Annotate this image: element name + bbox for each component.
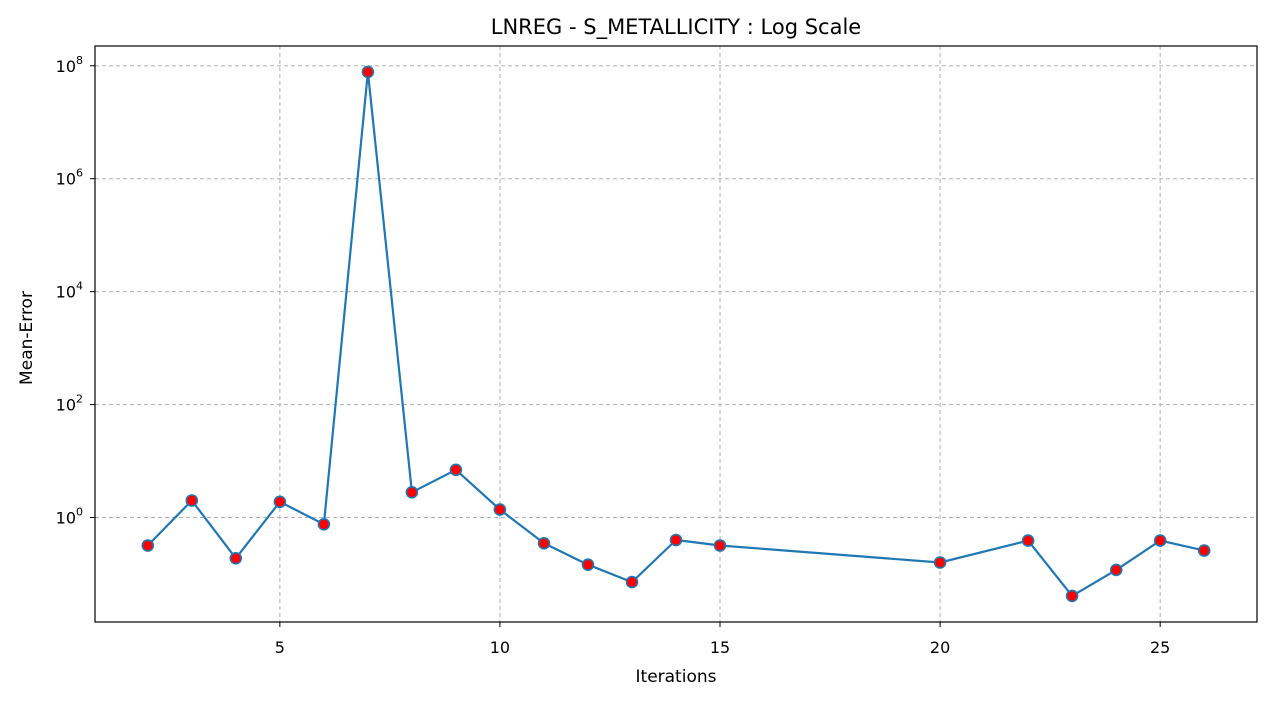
data-point — [405, 485, 419, 499]
data-point — [537, 536, 551, 550]
x-axis-title: Iterations — [636, 667, 717, 687]
data-point — [625, 575, 639, 589]
data-point — [669, 533, 683, 547]
data-point — [317, 517, 331, 531]
data-point — [185, 494, 199, 507]
y-tick-label: 100 — [56, 506, 83, 528]
data-point — [1065, 589, 1079, 603]
data-point — [1153, 534, 1167, 547]
data-point — [1197, 544, 1211, 557]
data-point — [1109, 563, 1123, 577]
chart-title: LNREG - S_METALLICITY : Log Scale — [491, 15, 861, 40]
x-tick-label: 10 — [490, 638, 510, 657]
data-point — [581, 558, 595, 572]
y-tick-label: 108 — [56, 54, 83, 76]
data-point — [449, 463, 463, 477]
series-line — [147, 70, 1205, 598]
data-point — [229, 551, 243, 565]
x-axis-ticks: 5 10 15 20 25 — [275, 622, 1170, 657]
data-point — [273, 495, 287, 509]
data-point — [141, 539, 155, 552]
data-point — [493, 503, 507, 516]
y-axis-title: Mean-Error — [17, 291, 37, 385]
x-tick-label: 20 — [930, 638, 950, 657]
y-tick-label: 104 — [56, 280, 83, 302]
plot-frame — [94, 45, 1258, 623]
data-point — [933, 556, 947, 569]
data-point — [361, 65, 375, 79]
x-tick-label: 5 — [275, 638, 285, 657]
y-tick-label: 102 — [56, 393, 83, 415]
data-point — [1021, 534, 1035, 547]
plot-series — [141, 65, 1211, 603]
grid — [95, 46, 1257, 622]
x-tick-label: 25 — [1150, 638, 1170, 657]
y-axis-ticks: 100 102 104 106 108 — [56, 54, 95, 528]
y-tick-label: 106 — [56, 167, 83, 189]
data-point — [713, 539, 727, 552]
x-tick-label: 15 — [710, 638, 730, 657]
